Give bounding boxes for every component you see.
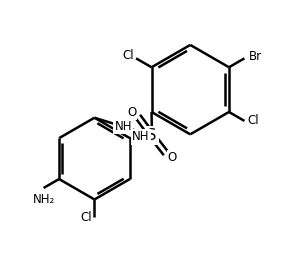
Text: O: O — [127, 106, 136, 119]
Text: Cl: Cl — [122, 49, 134, 62]
Text: O: O — [168, 151, 177, 164]
Text: Br: Br — [249, 50, 262, 63]
Text: NH₂: NH₂ — [32, 193, 55, 206]
Text: NH: NH — [132, 130, 150, 143]
Text: Cl: Cl — [247, 114, 259, 127]
Text: Cl: Cl — [80, 211, 92, 224]
Text: NH: NH — [114, 120, 132, 133]
Text: S: S — [147, 128, 157, 143]
